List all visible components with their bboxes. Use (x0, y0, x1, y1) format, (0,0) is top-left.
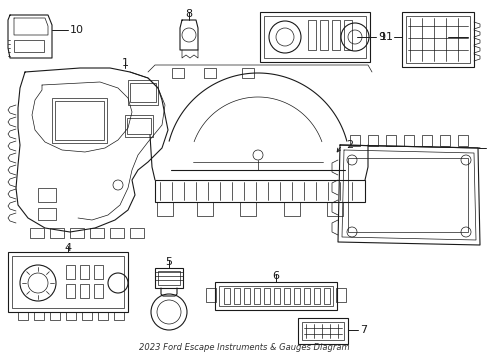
Bar (52, 98, 107, 143)
Bar (38, 188, 56, 202)
Text: 10: 10 (70, 25, 84, 35)
Bar (94, 265, 103, 279)
Text: 2023 Ford Escape Instruments & Gauges Diagram: 2023 Ford Escape Instruments & Gauges Di… (139, 343, 349, 352)
Bar (98, 312, 108, 320)
Bar (439, 135, 449, 146)
Bar (343, 20, 351, 50)
Bar (302, 322, 343, 340)
Text: 6: 6 (272, 271, 279, 281)
Bar (284, 202, 299, 216)
Text: 1: 1 (121, 58, 128, 68)
Bar (319, 20, 327, 50)
Bar (205, 288, 216, 302)
Bar (349, 135, 359, 146)
Bar (242, 68, 253, 78)
Bar (307, 20, 315, 50)
Bar (130, 228, 143, 238)
Text: 3: 3 (487, 143, 488, 153)
Bar (264, 16, 365, 58)
Bar (219, 286, 332, 306)
Bar (293, 288, 299, 304)
Bar (203, 68, 216, 78)
Bar (66, 284, 75, 298)
Bar (82, 312, 92, 320)
Bar (80, 284, 89, 298)
Bar (50, 228, 64, 238)
Text: 4: 4 (64, 243, 71, 253)
Bar (130, 83, 156, 102)
Bar (335, 288, 346, 302)
Bar (273, 288, 280, 304)
Bar (457, 135, 467, 146)
Bar (172, 68, 183, 78)
Bar (157, 202, 173, 216)
Bar (158, 271, 180, 285)
Bar (326, 202, 342, 216)
Text: 7: 7 (359, 325, 366, 335)
Bar (331, 20, 339, 50)
Text: 5: 5 (165, 257, 172, 267)
Bar (66, 312, 76, 320)
Bar (421, 135, 431, 146)
Bar (260, 12, 369, 62)
Bar (38, 208, 56, 220)
Bar (90, 228, 104, 238)
Bar (405, 16, 469, 63)
Bar (284, 288, 289, 304)
Bar (66, 265, 75, 279)
Text: 8: 8 (185, 9, 192, 19)
Bar (297, 318, 347, 344)
Bar (34, 312, 44, 320)
Bar (155, 180, 364, 202)
Bar (30, 228, 44, 238)
Bar (110, 228, 124, 238)
Bar (197, 202, 213, 216)
Text: 11: 11 (379, 32, 393, 42)
Bar (347, 158, 467, 232)
Bar (8, 252, 128, 312)
Bar (114, 312, 124, 320)
Bar (50, 312, 60, 320)
Bar (12, 256, 124, 308)
Text: 2: 2 (346, 140, 352, 150)
Bar (385, 135, 395, 146)
Bar (234, 288, 240, 304)
Bar (55, 101, 104, 140)
Text: 9: 9 (377, 32, 385, 42)
Bar (128, 80, 158, 105)
Bar (127, 118, 151, 134)
Bar (70, 228, 84, 238)
Bar (224, 288, 229, 304)
Bar (215, 282, 336, 310)
Bar (403, 135, 413, 146)
Bar (401, 12, 473, 67)
Bar (80, 265, 89, 279)
Bar (18, 312, 28, 320)
Bar (304, 288, 309, 304)
Bar (14, 40, 44, 52)
Bar (264, 288, 269, 304)
Bar (313, 288, 319, 304)
Bar (244, 288, 249, 304)
Bar (94, 284, 103, 298)
Bar (155, 268, 183, 288)
Bar (125, 115, 153, 137)
Bar (367, 135, 377, 146)
Bar (240, 202, 256, 216)
Bar (324, 288, 329, 304)
Bar (253, 288, 260, 304)
